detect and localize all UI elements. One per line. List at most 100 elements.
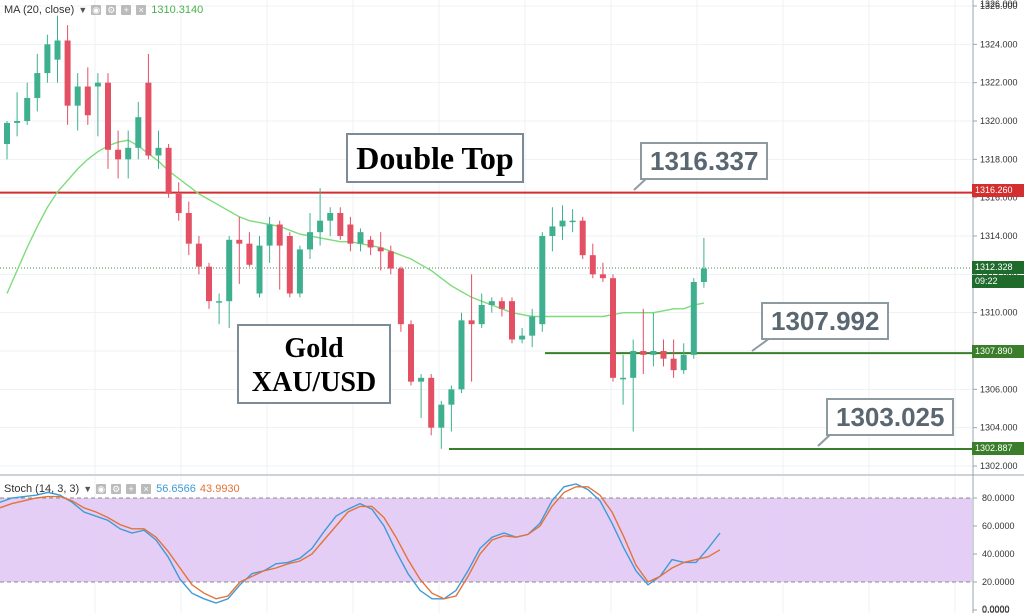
candle-body[interactable]: [296, 249, 303, 294]
candle-body[interactable]: [559, 220, 566, 227]
candle-body[interactable]: [115, 149, 122, 160]
stoch-indicator-header[interactable]: Stoch (14, 3, 3) ▼ ◉ ⚙ + × 56.6566 43.99…: [4, 483, 240, 495]
ma-line: [6, 139, 705, 318]
stoch-axis-label: 80.0000: [982, 493, 1015, 503]
stoch-lines: [0, 483, 721, 604]
levels: [0, 191, 972, 450]
candle-body[interactable]: [579, 220, 586, 256]
candle-body[interactable]: [175, 193, 182, 213]
candle-body[interactable]: [478, 305, 485, 325]
ma-indicator-header[interactable]: MA (20, close) ▼ ◉ ⚙ + × 1310.3140: [4, 4, 203, 16]
candle-body[interactable]: [185, 213, 192, 244]
plus-icon[interactable]: +: [126, 484, 137, 494]
candle-body[interactable]: [307, 232, 313, 250]
candle-body[interactable]: [155, 147, 162, 156]
close-icon[interactable]: ×: [136, 5, 147, 15]
ma-20-line: [6, 139, 705, 318]
candle-body[interactable]: [660, 351, 667, 359]
plus-icon[interactable]: +: [121, 5, 132, 15]
candle-body[interactable]: [105, 82, 111, 150]
gold-label-box: Gold XAU/USD: [237, 324, 391, 404]
chevron-down-icon[interactable]: ▼: [83, 484, 93, 494]
candle-body[interactable]: [549, 226, 556, 236]
candle-body[interactable]: [236, 239, 243, 244]
candle-body[interactable]: [34, 73, 41, 98]
candle-body[interactable]: [610, 278, 616, 378]
eye-icon[interactable]: ◉: [96, 484, 107, 494]
candle-body[interactable]: [640, 351, 647, 355]
candle-body[interactable]: [468, 320, 475, 325]
candle-body[interactable]: [125, 147, 132, 160]
candle-body[interactable]: [519, 335, 526, 340]
candle-body[interactable]: [569, 220, 576, 223]
candle-body[interactable]: [327, 213, 334, 221]
candle-body[interactable]: [84, 86, 91, 116]
candle-body[interactable]: [448, 389, 455, 405]
candles[interactable]: [4, 15, 707, 449]
candle-body[interactable]: [670, 358, 677, 371]
support-price-tag-2: 1302.887: [972, 442, 1024, 455]
candle-body[interactable]: [54, 40, 61, 60]
candle-body[interactable]: [377, 247, 384, 252]
candle-body[interactable]: [206, 266, 212, 302]
candle-body[interactable]: [488, 301, 495, 305]
candle-body[interactable]: [418, 377, 425, 382]
candle-body[interactable]: [216, 301, 223, 303]
gold-label-line2: XAU/USD: [251, 367, 377, 398]
candle-body[interactable]: [135, 117, 142, 148]
candle-body[interactable]: [357, 232, 364, 244]
candle-body[interactable]: [408, 324, 414, 382]
candle-body[interactable]: [367, 239, 374, 248]
candle-body[interactable]: [256, 245, 263, 294]
gear-icon[interactable]: ⚙: [111, 484, 122, 494]
candle-body[interactable]: [650, 351, 657, 355]
gear-icon[interactable]: ⚙: [106, 5, 117, 15]
countdown-tag: 09:22: [972, 275, 1024, 288]
candle-body[interactable]: [195, 243, 202, 267]
candle-body[interactable]: [165, 147, 172, 194]
candle-body[interactable]: [589, 255, 596, 275]
price-axis-label: 1324.000: [980, 39, 1018, 49]
candle-body[interactable]: [387, 251, 394, 269]
stoch-axis-label: 20.0000: [982, 577, 1015, 587]
candle-body[interactable]: [680, 354, 687, 371]
price-axis-label: 1306.000: [980, 384, 1018, 394]
candle-body[interactable]: [539, 236, 546, 325]
candle-body[interactable]: [509, 301, 515, 340]
candle-body[interactable]: [630, 351, 637, 378]
candle-body[interactable]: [226, 239, 233, 302]
candle-body[interactable]: [74, 86, 81, 106]
candle-body[interactable]: [286, 236, 293, 294]
candle-body[interactable]: [44, 44, 51, 74]
candle-body[interactable]: [266, 224, 273, 246]
stoch-k-value: 56.6566: [156, 483, 196, 495]
candle-body[interactable]: [14, 121, 21, 123]
candle-body[interactable]: [700, 268, 707, 282]
candle-body[interactable]: [24, 98, 31, 121]
candle-body[interactable]: [317, 220, 324, 233]
candle-body[interactable]: [64, 40, 71, 106]
candle-body[interactable]: [347, 224, 354, 244]
price-axis-label: 1310.000: [980, 308, 1018, 318]
candle-body[interactable]: [428, 377, 435, 428]
candle-body[interactable]: [438, 404, 445, 428]
candle-body[interactable]: [276, 224, 283, 246]
candle-body[interactable]: [498, 301, 505, 309]
candle-body[interactable]: [4, 122, 10, 144]
candle-body[interactable]: [529, 316, 536, 336]
chevron-down-icon[interactable]: ▼: [78, 5, 88, 15]
candle-body[interactable]: [94, 82, 101, 87]
candle-body[interactable]: [620, 377, 627, 380]
candle-body[interactable]: [458, 320, 465, 390]
candle-body[interactable]: [690, 282, 697, 355]
close-icon[interactable]: ×: [141, 484, 152, 494]
candle-body[interactable]: [397, 268, 404, 325]
candle-body[interactable]: [599, 274, 606, 279]
callout-support-1: 1307.992: [761, 302, 890, 340]
candle-body[interactable]: [246, 243, 253, 265]
price-axis[interactable]: 1302.0001304.0001306.0001308.0001310.000…: [973, 0, 1018, 613]
candle-body[interactable]: [337, 213, 344, 236]
eye-icon[interactable]: ◉: [91, 5, 102, 15]
candle-body[interactable]: [145, 82, 152, 156]
